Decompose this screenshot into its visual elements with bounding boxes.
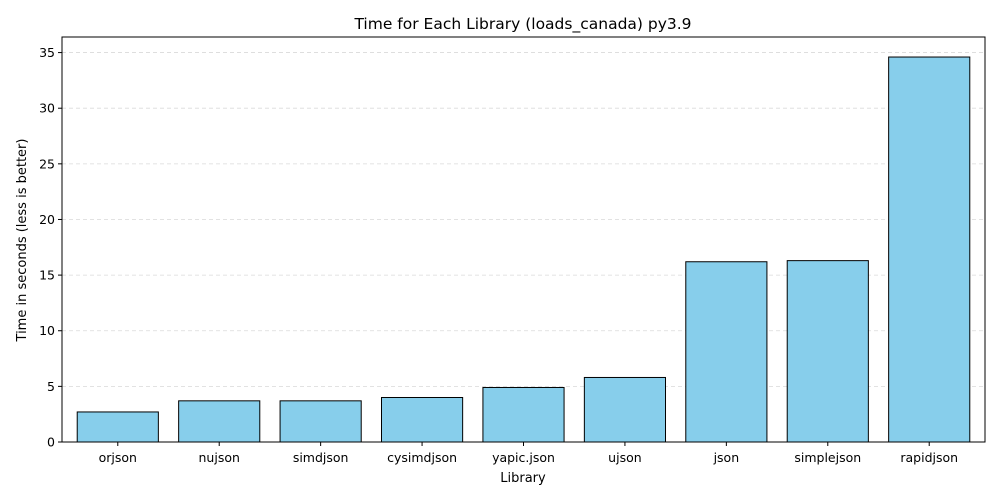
y-tick-label: 15 (39, 268, 55, 283)
chart-title: Time for Each Library (loads_canada) py3… (353, 15, 691, 34)
bars-layer (76, 56, 971, 443)
y-tick-label: 10 (39, 323, 55, 338)
x-axis-label: Library (500, 471, 546, 486)
bar-yapic-json (482, 386, 565, 443)
bar-simplejson (786, 260, 869, 443)
x-tick-label: orjson (99, 450, 137, 465)
y-tick-label: 30 (39, 101, 55, 116)
bar-cysimdjson (381, 396, 464, 443)
bar-json (685, 261, 768, 443)
x-tick-label: simdjson (293, 450, 349, 465)
y-axis-label: Time in seconds (less is better) (15, 139, 30, 343)
bar-simdjson (279, 400, 362, 443)
y-tick-label: 5 (47, 379, 55, 394)
y-tick-label: 20 (39, 212, 55, 227)
x-tick-label: ujson (608, 450, 641, 465)
x-tick-label: json (713, 450, 740, 465)
bar-ujson (583, 376, 666, 443)
x-tick-label: nujson (199, 450, 240, 465)
ticks-layer: 0 5 10 15 20 25 30 35 orjson nujson simdjson cysimd… (39, 45, 958, 465)
x-tick-label: rapidjson (900, 450, 958, 465)
bar-rapidjson (888, 56, 971, 443)
x-tick-label: simplejson (794, 450, 861, 465)
y-tick-label: 35 (39, 45, 55, 60)
bar-nujson (178, 400, 261, 443)
y-tick-label: 25 (39, 156, 55, 171)
y-tick-label: 0 (47, 435, 55, 450)
x-tick-label: cysimdjson (387, 450, 457, 465)
bar-orjson (76, 411, 159, 443)
x-tick-label: yapic.json (492, 450, 555, 465)
